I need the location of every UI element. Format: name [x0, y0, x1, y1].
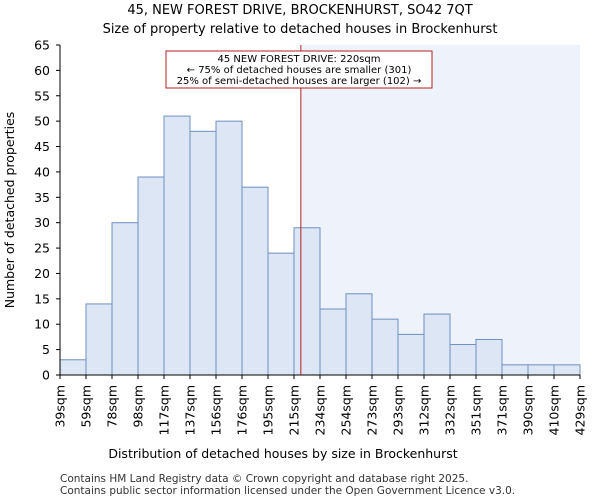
- y-tick-label: 55: [34, 88, 50, 103]
- bar-351sqm: [475, 338, 503, 376]
- bar-312sqm: [423, 313, 451, 376]
- bar-137sqm: [189, 130, 217, 376]
- bar-293sqm: [397, 333, 425, 376]
- x-tick-label: 410sqm: [547, 385, 562, 435]
- bar-332sqm: [449, 344, 477, 376]
- bar-98sqm: [137, 176, 165, 376]
- x-tick-label: 98sqm: [131, 385, 146, 428]
- y-tick-label: 15: [34, 291, 50, 306]
- annotation-line-3: 25% of semi-detached houses are larger (…: [177, 76, 422, 87]
- y-tick-label: 30: [34, 215, 50, 230]
- x-tick-label: 156sqm: [209, 385, 224, 435]
- x-tick-label: 234sqm: [313, 385, 328, 435]
- y-tick-label: 10: [34, 317, 50, 332]
- annotation-border: [165, 50, 433, 89]
- bar-78sqm: [111, 222, 139, 376]
- y-tick-label: 50: [34, 114, 50, 129]
- x-tick-label: 39sqm: [53, 385, 68, 428]
- x-tick-label: 137sqm: [183, 385, 198, 435]
- y-tick-label: 35: [34, 190, 50, 205]
- y-tick-label: 0: [42, 368, 50, 383]
- footer-line-2: Contains public sector information licen…: [60, 485, 515, 497]
- x-axis-label: Distribution of detached houses by size …: [108, 446, 457, 461]
- bar-195sqm: [267, 252, 295, 376]
- annotation-line-1: 45 NEW FOREST DRIVE: 220sqm: [218, 54, 381, 65]
- y-tick-label: 65: [34, 38, 50, 53]
- bar-390sqm: [527, 364, 555, 376]
- x-tick-label: 78sqm: [105, 385, 120, 428]
- x-tick-label: 273sqm: [365, 385, 380, 435]
- bar-234sqm: [319, 308, 347, 376]
- annotation-line-2: ← 75% of detached houses are smaller (30…: [187, 65, 412, 76]
- bar-371sqm: [501, 364, 529, 376]
- y-tick-label: 60: [34, 63, 50, 78]
- bar-39sqm: [59, 359, 87, 376]
- x-tick-label: 429sqm: [573, 385, 588, 435]
- bar-410sqm: [553, 364, 581, 376]
- y-tick-label: 40: [34, 164, 50, 179]
- footer-line-1: Contains HM Land Registry data © Crown c…: [60, 473, 468, 485]
- y-tick-label: 25: [34, 241, 50, 256]
- x-tick-label: 390sqm: [521, 385, 536, 435]
- x-tick-label: 117sqm: [157, 385, 172, 435]
- x-tick-label: 176sqm: [235, 385, 250, 435]
- x-tick-label: 371sqm: [495, 385, 510, 435]
- bar-176sqm: [241, 186, 269, 376]
- bar-59sqm: [85, 303, 113, 376]
- x-tick-label: 195sqm: [261, 385, 276, 435]
- x-tick-label: 254sqm: [339, 385, 354, 435]
- bar-215sqm: [293, 227, 321, 376]
- chart-subtitle: Size of property relative to detached ho…: [103, 22, 498, 37]
- bar-117sqm: [163, 115, 191, 376]
- y-tick-label: 45: [34, 139, 50, 154]
- x-tick-label: 332sqm: [443, 385, 458, 435]
- x-tick-label: 59sqm: [79, 385, 94, 428]
- y-tick-label: 20: [34, 266, 50, 281]
- x-tick-label: 293sqm: [391, 385, 406, 435]
- x-tick-label: 351sqm: [469, 385, 484, 435]
- x-tick-label: 215sqm: [287, 385, 302, 435]
- bar-254sqm: [345, 293, 373, 376]
- bar-156sqm: [215, 120, 243, 376]
- annotation-box: 45 NEW FOREST DRIVE: 220sqm ← 75% of det…: [165, 50, 433, 89]
- chart-title: 45, NEW FOREST DRIVE, BROCKENHURST, SO42…: [127, 3, 472, 18]
- bar-273sqm: [371, 318, 399, 376]
- y-tick-label: 5: [42, 342, 50, 357]
- y-axis-label: Number of detached properties: [2, 112, 17, 309]
- x-tick-label: 312sqm: [417, 385, 432, 435]
